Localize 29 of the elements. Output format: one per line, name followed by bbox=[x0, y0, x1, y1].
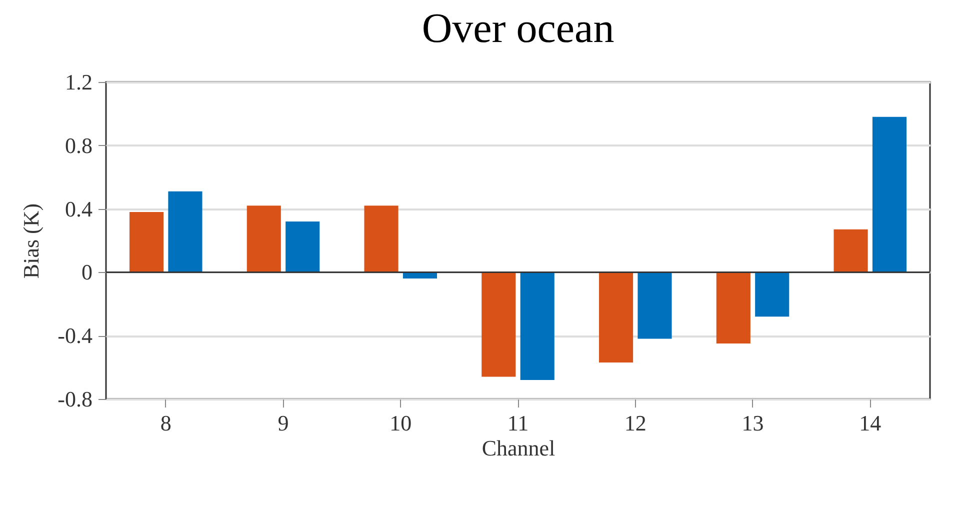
bar bbox=[482, 272, 516, 377]
y-tick-label: -0.8 bbox=[58, 386, 92, 412]
bar bbox=[598, 272, 634, 363]
x-tick-label: 13 bbox=[742, 410, 764, 436]
y-tick-label: -0.4 bbox=[58, 323, 92, 348]
x-tick-label: 11 bbox=[507, 410, 529, 436]
bar bbox=[168, 191, 202, 272]
bar bbox=[638, 272, 672, 339]
x-tick-label: 14 bbox=[859, 410, 882, 436]
bar bbox=[364, 206, 398, 272]
bar bbox=[286, 221, 320, 272]
x-axis-title: Channel bbox=[482, 436, 556, 460]
y-tick-label: 0.8 bbox=[65, 132, 92, 158]
y-tick-label: 0.4 bbox=[65, 196, 92, 222]
bar bbox=[246, 206, 281, 272]
y-tick-label: 1.2 bbox=[65, 70, 92, 94]
bar bbox=[129, 212, 164, 272]
x-tick-label: 9 bbox=[278, 410, 289, 436]
x-tick-label: 12 bbox=[624, 410, 646, 436]
bar bbox=[872, 116, 907, 272]
bar bbox=[716, 272, 750, 344]
y-tick-label: 0 bbox=[82, 260, 92, 285]
x-tick-label: 10 bbox=[390, 410, 412, 436]
y-axis-title: Bias (K) bbox=[18, 203, 44, 279]
bar bbox=[520, 272, 554, 380]
chart-title: Over ocean bbox=[422, 6, 614, 52]
bar bbox=[834, 229, 868, 272]
bar bbox=[755, 272, 790, 317]
x-tick-label: 8 bbox=[160, 410, 172, 436]
